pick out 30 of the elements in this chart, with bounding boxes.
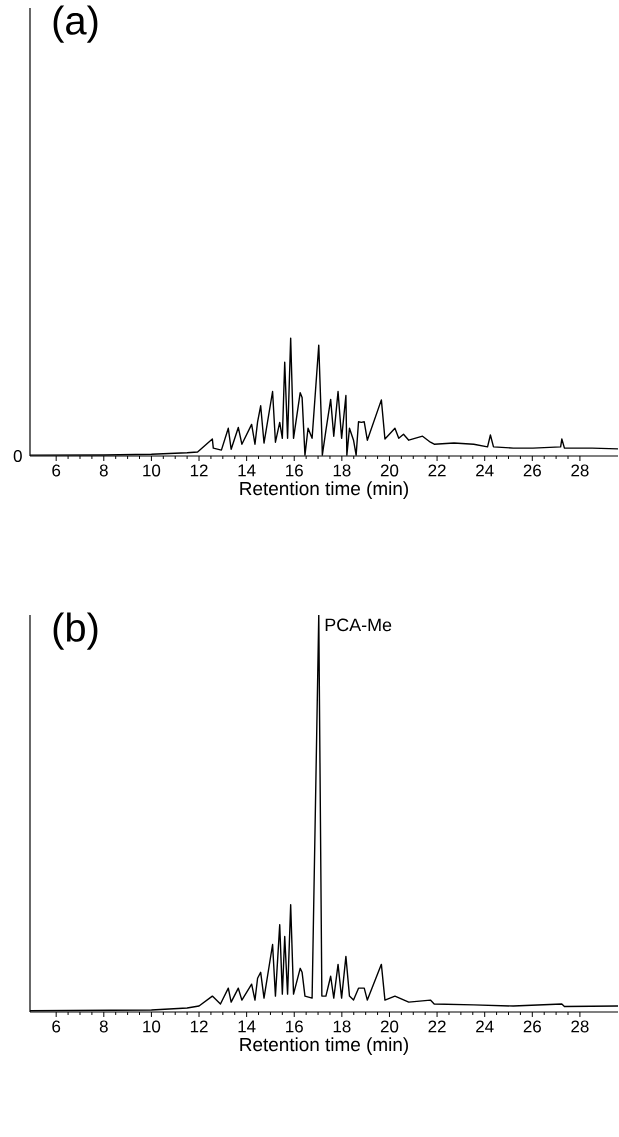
x-tick-label: 6 <box>52 464 61 477</box>
x-tick-label: 20 <box>381 1020 399 1033</box>
annotation: PCA-Me <box>325 618 392 632</box>
x-tick-label: 22 <box>428 464 446 477</box>
x-axis-title: Retention time (min) <box>240 1037 409 1055</box>
x-tick-label: 18 <box>333 1020 351 1033</box>
x-axis-title: Retention time (min) <box>240 481 409 499</box>
x-tick-label: 8 <box>100 464 108 477</box>
chart-title: (a) <box>53 5 98 43</box>
x-tick-label: 24 <box>476 464 494 477</box>
x-tick-label: 28 <box>571 1020 589 1033</box>
x-tick-label: 22 <box>428 1020 446 1033</box>
x-tick-label: 16 <box>286 464 304 477</box>
x-tick-label: 26 <box>523 464 542 477</box>
x-tick-label: 14 <box>238 1020 256 1033</box>
x-tick-label: 6 <box>52 1020 61 1033</box>
x-tick-label: 26 <box>523 1020 542 1033</box>
chart-title: (b) <box>53 612 98 650</box>
x-tick-label: 16 <box>286 1020 304 1033</box>
x-tick-label: 14 <box>238 464 256 477</box>
x-tick-label: 12 <box>191 464 208 477</box>
x-tick-label: 24 <box>476 1020 494 1033</box>
x-tick-label: 18 <box>333 464 351 477</box>
x-tick-label: 12 <box>191 1020 208 1033</box>
x-tick-label: 8 <box>100 1020 108 1033</box>
x-tick-label: 28 <box>571 464 589 477</box>
x-tick-label: 20 <box>381 464 399 477</box>
x-tick-label: 10 <box>143 1020 161 1033</box>
text: 0 <box>13 449 23 462</box>
x-tick-label: 10 <box>143 464 161 477</box>
